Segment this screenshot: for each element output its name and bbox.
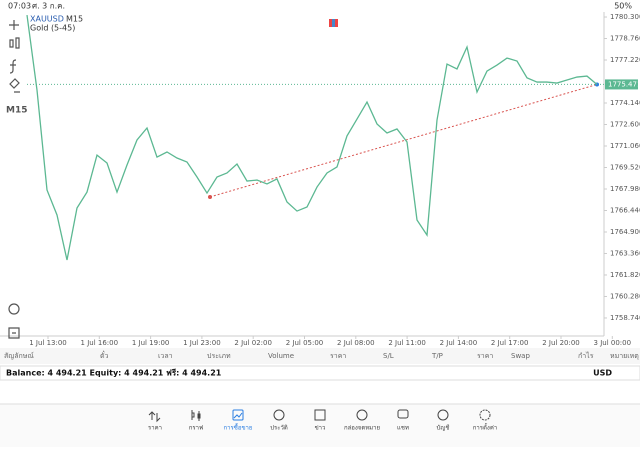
column-header: Swap	[511, 352, 530, 360]
nav-label[interactable]: การซื้อขาย	[224, 422, 253, 432]
y-tick-label: 1766.440	[610, 206, 640, 214]
y-tick-label: 1769.520	[610, 163, 640, 171]
y-tick-label: 1778.760	[610, 35, 640, 43]
status-battery: 50%	[614, 2, 632, 11]
one-click-icon-inner	[332, 19, 335, 27]
nav-label[interactable]: ข่าว	[315, 425, 326, 432]
nav-icon-account[interactable]	[437, 409, 449, 421]
status-time: 07:03	[8, 2, 31, 11]
y-tick-label: 1760.280	[610, 292, 640, 300]
nav-label[interactable]: ราคา	[148, 425, 162, 432]
y-tick-label: 1758.740	[610, 314, 640, 322]
candle-icon[interactable]	[9, 37, 20, 49]
indicator-name: Gold (5-45)	[30, 24, 75, 33]
y-tick-label: 1761.820	[610, 271, 640, 279]
nav-icon-chat[interactable]	[397, 409, 409, 419]
column-header: T/P	[431, 352, 443, 360]
column-header: ราคา	[477, 352, 493, 360]
status-date: ศ. 3 ก.ค.	[32, 2, 65, 11]
nav-icon-mail[interactable]	[356, 409, 368, 421]
column-header: กำไร	[578, 351, 594, 360]
nav-icon-quotes[interactable]	[148, 411, 161, 423]
column-header: ราคา	[330, 352, 346, 360]
left-toolbar	[8, 20, 20, 339]
price-label: 1775.471	[608, 80, 640, 88]
timeframe: M15	[66, 15, 83, 24]
x-tick-label: 1 Jul 13:00	[29, 339, 67, 347]
nav-label[interactable]: ประวัติ	[270, 425, 288, 432]
price-line-series	[26, 14, 598, 261]
x-tick-label: 2 Jul 20:00	[542, 339, 580, 347]
y-tick-label: 1774.140	[610, 99, 640, 107]
x-tick-label: 2 Jul 14:00	[440, 339, 478, 347]
column-header: S/L	[383, 352, 394, 360]
column-header: สัญลักษณ์	[4, 352, 34, 360]
y-tick-label: 1764.900	[610, 228, 640, 236]
nav-label[interactable]: บัญชี	[437, 424, 450, 432]
zoom-icon[interactable]	[8, 303, 20, 315]
y-tick-label: 1767.980	[610, 185, 640, 193]
column-header: Volume	[268, 352, 294, 360]
x-tick-label: 2 Jul 05:00	[286, 339, 324, 347]
table-header-bg	[0, 348, 640, 364]
x-tick-label: 1 Jul 16:00	[81, 339, 119, 347]
column-header: เวลา	[158, 352, 173, 360]
y-tick-label: 1777.220	[610, 56, 640, 64]
crosshair-icon[interactable]	[9, 20, 19, 30]
balance: Balance: 4 494.21 Equity: 4 494.21 ฟรี: …	[6, 368, 222, 378]
currency: USD	[593, 369, 612, 378]
nav-icon-news[interactable]	[314, 409, 326, 421]
nav-label[interactable]: กล่องจดหมาย	[344, 425, 380, 432]
trendline	[209, 83, 598, 198]
nav-icon-chart[interactable]	[191, 410, 201, 421]
x-tick-label: 1 Jul 23:00	[183, 339, 221, 347]
indicator-icon[interactable]	[9, 59, 17, 74]
nav-icon-trade-line	[233, 412, 243, 419]
objects-icon[interactable]	[9, 78, 20, 93]
nav-label[interactable]: แชท	[397, 425, 409, 432]
x-tick-label: 2 Jul 02:00	[234, 339, 272, 347]
y-tick-label: 1763.360	[610, 249, 640, 257]
export-icon[interactable]	[8, 327, 20, 339]
nav-bar	[0, 404, 640, 447]
nav-icon-history[interactable]	[273, 409, 285, 421]
nav-icon-trade[interactable]	[232, 409, 244, 421]
y-tick-label: 1772.600	[610, 121, 640, 129]
column-header: ประเภท	[207, 352, 231, 360]
price-label-bg	[605, 79, 638, 90]
toolbar-timeframe[interactable]: M15	[6, 106, 27, 116]
x-tick-label: 2 Jul 08:00	[337, 339, 375, 347]
x-tick-label: 2 Jul 11:00	[388, 339, 426, 347]
balance-row	[0, 365, 640, 381]
x-tick-label: 1 Jul 19:00	[132, 339, 170, 347]
column-header: หมายเหตุ	[610, 352, 639, 360]
symbol: XAUUSD	[30, 15, 64, 24]
trendline-start[interactable]	[208, 194, 212, 199]
y-tick-label: 1780.300	[610, 13, 640, 21]
nav-icon-settings[interactable]	[479, 409, 491, 421]
nav-label[interactable]: กราฟ	[189, 425, 203, 432]
x-tick-label: 3 Jul 00:00	[594, 339, 632, 347]
column-header: ตั๋ว	[100, 351, 109, 360]
y-tick-label: 1771.060	[610, 142, 640, 150]
nav-label[interactable]: การตั้งค่า	[473, 422, 497, 432]
x-tick-label: 2 Jul 17:00	[491, 339, 529, 347]
